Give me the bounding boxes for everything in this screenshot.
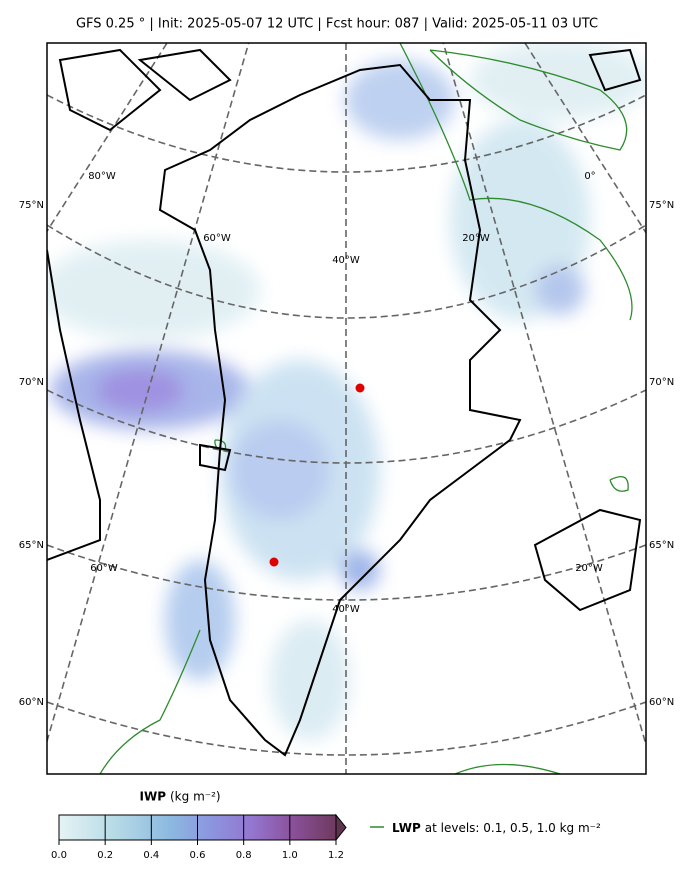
marker [355,383,365,393]
colorbar-unit: (kg m⁻²) [170,790,221,804]
colorbar-tick-label: 0.4 [143,850,159,861]
lon-label: 20°W [462,233,490,244]
graticule [47,43,646,774]
colorbar-tick-label: 0.0 [51,850,67,861]
legend-text: LWP at levels: 0.1, 0.5, 1.0 kg m⁻² [392,821,601,835]
map [47,43,646,774]
lon-label: 40°W [332,604,360,615]
colorbar-tick-label: 0.2 [97,850,113,861]
lon-label: 80°W [88,171,116,182]
lat-label: 65°N [649,540,674,551]
marker [269,557,279,567]
legend-desc: at levels: 0.1, 0.5, 1.0 kg m⁻² [425,821,601,835]
legend: LWP at levels: 0.1, 0.5, 1.0 kg m⁻² [370,821,601,835]
colorbar-tick-label: 0.8 [236,850,252,861]
lat-label: 70°N [19,377,44,388]
lon-label: 60°W [203,233,231,244]
lat-label: 70°N [649,377,674,388]
lat-label: 75°N [649,200,674,211]
title: GFS 0.25 ° | Init: 2025-05-07 12 UTC | F… [76,17,598,32]
iwp-field [47,43,646,740]
lat-label: 60°N [19,697,44,708]
map-frame [46,42,647,775]
colorbar-tick-label: 0.6 [190,850,206,861]
colorbar: IWP (kg m⁻²) 0.0 0.2 0.4 0.6 0.8 1.0 1.2 [51,790,347,861]
colorbar-tick-label: 1.0 [282,850,298,861]
colorbar-label: IWP [140,790,167,804]
lat-label: 60°N [649,697,674,708]
lwp-contours [99,43,633,774]
lon-label: 0° [584,171,595,182]
lon-label: 20°W [575,563,603,574]
lon-label: 40°W [332,255,360,266]
grid-labels: 75°N 75°N 70°N 70°N 65°N 65°N 60°N 60°N 80°W 60°W… [19,171,674,708]
colorbar-extend [335,813,347,842]
legend-label: LWP [392,821,421,835]
colorbar-tick-label: 1.2 [328,850,344,861]
lat-label: 65°N [19,540,44,551]
lat-label: 75°N [19,200,44,211]
colorbar-ticks: 0.0 0.2 0.4 0.6 0.8 1.0 1.2 [51,815,344,861]
coastlines [47,48,642,757]
lon-label: 60°W [90,563,118,574]
